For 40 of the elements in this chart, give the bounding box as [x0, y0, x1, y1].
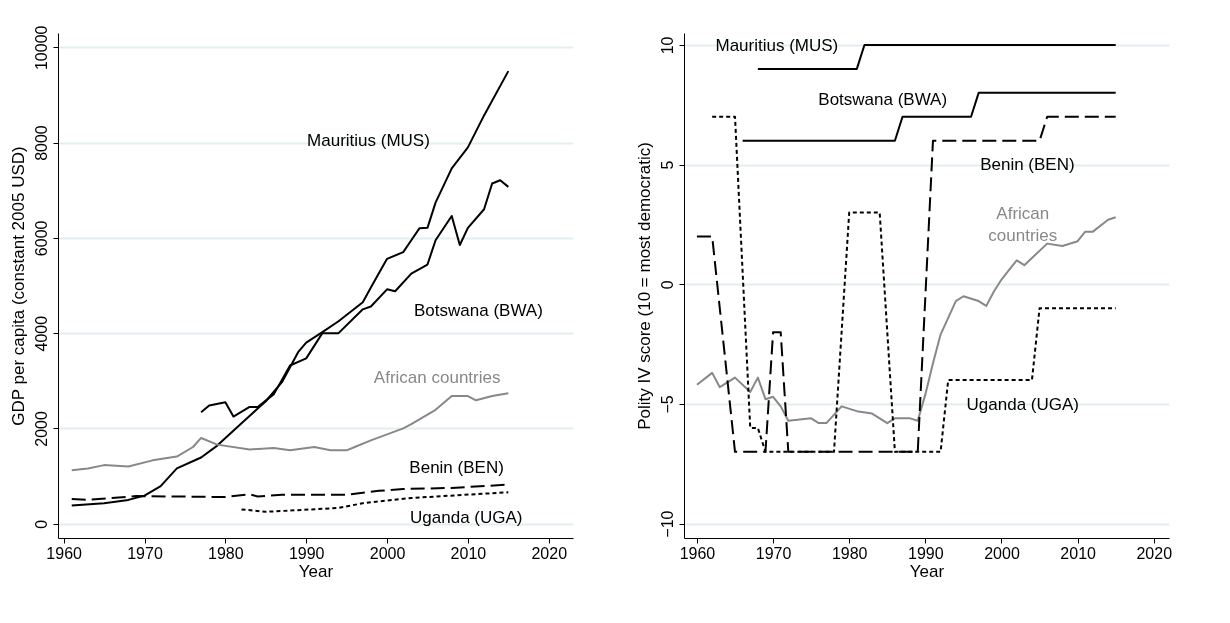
series-label: Mauritius (MUS) — [715, 36, 839, 56]
x-tick-label: 2000 — [984, 544, 1020, 562]
y-axis-title: GDP per capita (constant 2005 USD) — [8, 146, 28, 426]
y-tick-label: 10 — [658, 36, 676, 55]
x-axis-title: Year — [298, 561, 334, 581]
x-tick-label: 1980 — [831, 544, 868, 562]
series-label: African countries — [988, 203, 1058, 245]
x-axis-title: Year — [909, 561, 945, 581]
x-tick-label: 1970 — [755, 544, 792, 562]
y-tick-label: 2000 — [32, 411, 50, 447]
y-tick-label: 10000 — [32, 25, 50, 71]
x-tick-label: 1960 — [679, 544, 716, 562]
x-tick-label: 1990 — [288, 544, 325, 562]
y-tick-label: 8000 — [32, 125, 50, 161]
line-series — [240, 491, 510, 513]
series-label: Mauritius (MUS) — [307, 131, 430, 151]
x-tick-label: 2020 — [1136, 544, 1173, 562]
x-tick-label: 1990 — [908, 544, 944, 562]
x-tick-label: 2010 — [450, 544, 487, 562]
series-label: African countries — [373, 368, 501, 388]
series-label: Benin (BEN) — [409, 458, 504, 478]
y-tick-label: −5 — [658, 395, 676, 414]
series-label: Uganda (UGA) — [410, 507, 523, 527]
x-tick-label: 1960 — [46, 544, 83, 562]
x-tick-label: 1980 — [208, 544, 244, 562]
x-tick-label: 1970 — [127, 544, 163, 562]
y-axis-title: Polity IV score (10 = most democratic) — [634, 142, 654, 430]
y-tick-label: 4000 — [32, 315, 50, 352]
x-tick-label: 2010 — [1060, 544, 1097, 562]
series-label: Botswana (BWA) — [414, 301, 543, 321]
series-label: Uganda (UGA) — [966, 395, 1080, 415]
y-tick-label: −10 — [658, 510, 676, 538]
x-tick-label: 2020 — [531, 544, 568, 562]
x-tick-label: 2000 — [369, 544, 406, 562]
y-tick-label: 0 — [32, 519, 50, 529]
series-label: Benin (BEN) — [980, 154, 1075, 174]
y-tick-label: 0 — [658, 280, 676, 290]
y-tick-label: 5 — [658, 160, 676, 170]
series-label: Botswana (BWA) — [818, 90, 948, 110]
y-tick-label: 6000 — [32, 220, 50, 257]
